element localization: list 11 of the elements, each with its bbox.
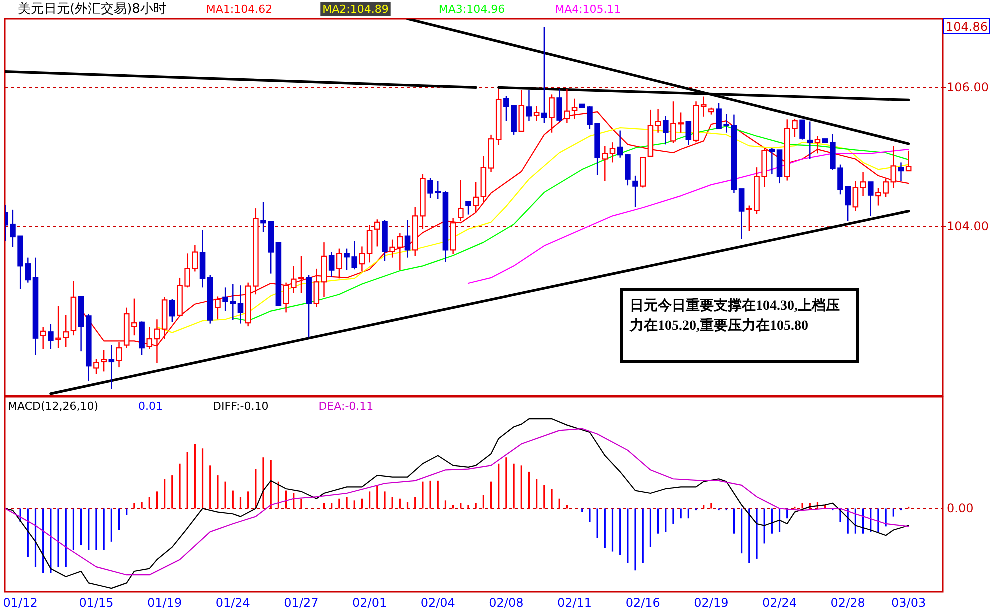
annotation: 日元今日重要支撑在104.30,上档压力在105.20,重要压力在105.80 (630, 299, 840, 334)
legend: MA2:104.89 (322, 3, 389, 16)
annotation: 104.86 (946, 20, 988, 34)
legend: DEA:-0.11 (318, 400, 374, 413)
legend: MA1:104.62 (206, 3, 273, 16)
legend: DIFF:-0.10 (213, 400, 269, 413)
legend: MA4:105.11 (555, 3, 622, 16)
legend: MA3:104.96 (438, 3, 506, 16)
legend: 0.01 (138, 400, 164, 413)
title: 美元日元(外汇交易)8小时 (18, 2, 166, 17)
title: MACD(12,26,10) (8, 400, 99, 413)
